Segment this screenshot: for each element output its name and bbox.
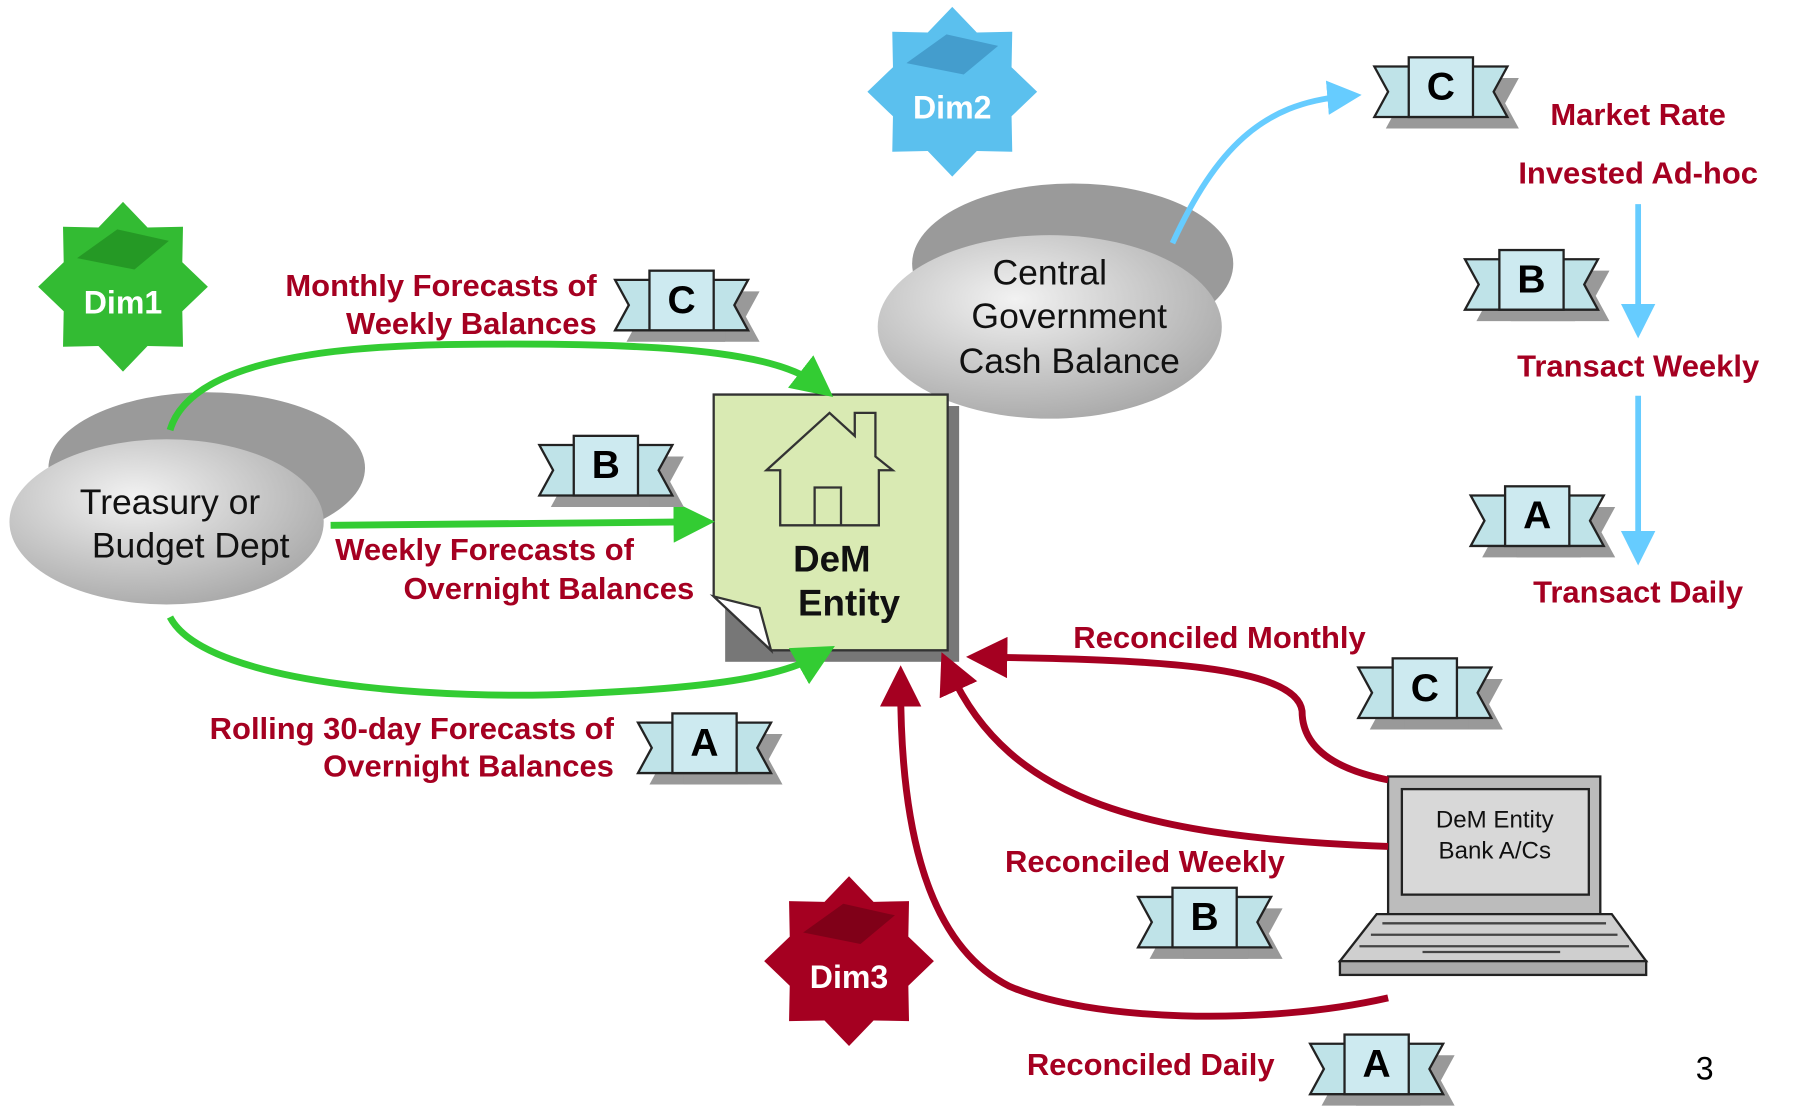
label: Weekly Balances	[346, 306, 597, 341]
badge: A	[1310, 1035, 1455, 1106]
label: Government	[971, 296, 1167, 336]
badge: A	[638, 713, 783, 784]
arrow	[950, 671, 1388, 846]
arrow	[170, 617, 817, 695]
laptop-keyboard	[1340, 914, 1646, 961]
badge: A	[1471, 486, 1616, 557]
label: Reconciled Daily	[1027, 1047, 1276, 1082]
badge: B	[1465, 250, 1610, 321]
label: Budget Dept	[92, 526, 290, 566]
label: Market Rate	[1550, 97, 1725, 132]
label: Bank A/Cs	[1439, 838, 1551, 865]
dim-label: Dim2	[913, 90, 992, 126]
badge: C	[1374, 57, 1519, 128]
label: Reconciled Monthly	[1073, 620, 1366, 655]
label: DeM Entity	[1436, 807, 1554, 834]
badge-letter: C	[667, 279, 695, 322]
badge: B	[1138, 888, 1283, 959]
badge-letter: A	[1363, 1043, 1391, 1086]
badge: C	[1358, 658, 1503, 729]
arrow	[331, 522, 695, 525]
badge-letter: A	[1523, 495, 1551, 538]
badge-letter: B	[592, 444, 620, 487]
label: Monthly Forecasts of	[285, 268, 597, 303]
label: Entity	[798, 582, 901, 623]
badge-letter: C	[1427, 66, 1455, 109]
label: Overnight Balances	[323, 749, 614, 784]
label: Transact Weekly	[1517, 348, 1760, 383]
label: Weekly Forecasts of	[335, 532, 634, 567]
badge-letter: B	[1191, 896, 1219, 939]
label: Cash Balance	[959, 341, 1180, 381]
label: DeM	[793, 539, 870, 580]
label: Reconciled Weekly	[1005, 844, 1286, 879]
label: Central	[992, 253, 1107, 293]
diagram: Dim1 Dim2 Dim3 C B A C B A C B A Treasury orBudget D…	[0, 0, 1799, 1116]
dim-label: Dim3	[810, 959, 889, 995]
laptop-base	[1340, 961, 1646, 975]
label: Overnight Balances	[403, 571, 694, 606]
arrow	[987, 657, 1388, 780]
label: Rolling 30-day Forecasts of	[210, 711, 615, 746]
badge: C	[615, 271, 760, 342]
page: { "dims": [{"label": "Dim1"}, {"label": …	[0, 0, 1799, 1116]
badge-letter: B	[1517, 258, 1545, 301]
badge: B	[539, 436, 684, 507]
dim-label: Dim1	[84, 285, 163, 321]
label: Treasury or	[80, 482, 261, 522]
label: Invested Ad-hoc	[1518, 156, 1758, 191]
badge-letter: A	[690, 722, 718, 765]
badge-letter: C	[1411, 667, 1439, 710]
label: Transact Daily	[1533, 574, 1744, 609]
page-number: 3	[1696, 1051, 1714, 1087]
